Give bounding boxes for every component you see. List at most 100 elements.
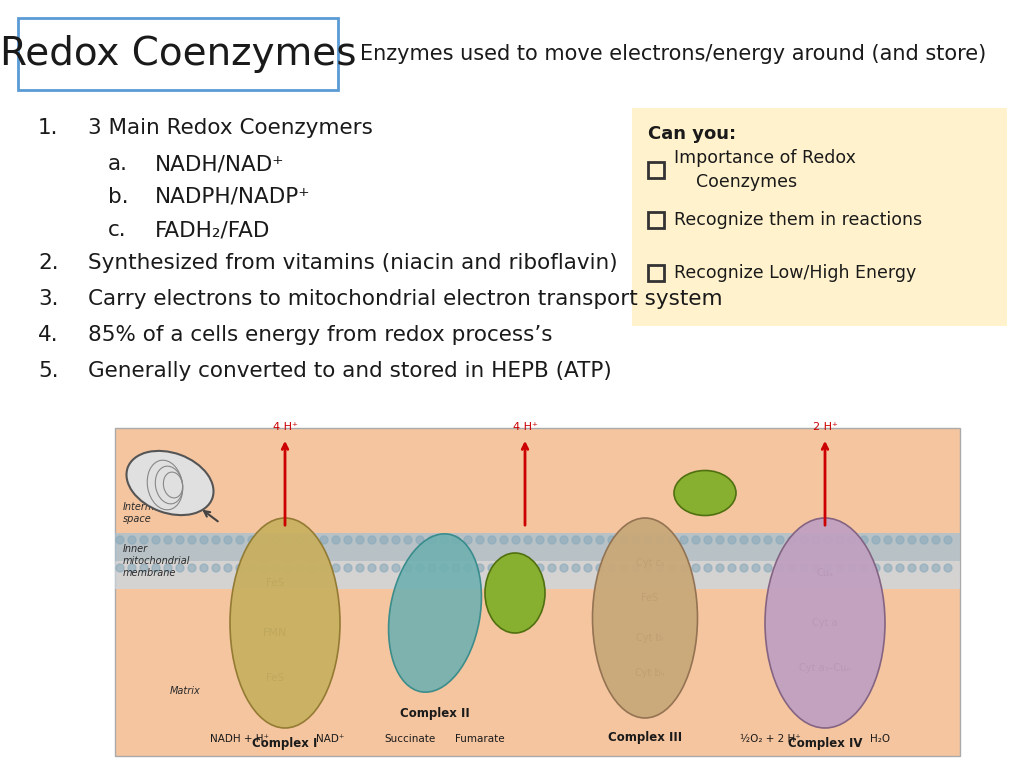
Text: NADPH/NADP⁺: NADPH/NADP⁺ xyxy=(155,187,310,207)
Circle shape xyxy=(656,564,664,572)
Text: 2 H⁺: 2 H⁺ xyxy=(813,422,838,432)
Circle shape xyxy=(356,536,364,544)
Bar xyxy=(648,265,664,281)
Ellipse shape xyxy=(127,451,214,515)
Circle shape xyxy=(584,564,592,572)
Circle shape xyxy=(680,536,688,544)
Circle shape xyxy=(116,564,124,572)
Text: 4.: 4. xyxy=(38,325,58,345)
Circle shape xyxy=(488,564,496,572)
Circle shape xyxy=(140,536,148,544)
Circle shape xyxy=(884,564,892,572)
Circle shape xyxy=(296,564,304,572)
Circle shape xyxy=(500,564,508,572)
Circle shape xyxy=(319,564,328,572)
Circle shape xyxy=(344,564,352,572)
Ellipse shape xyxy=(230,518,340,728)
Circle shape xyxy=(176,564,184,572)
Circle shape xyxy=(308,564,316,572)
Circle shape xyxy=(836,536,844,544)
Text: Inner
mitochondrial
membrane: Inner mitochondrial membrane xyxy=(123,544,190,578)
Circle shape xyxy=(848,564,856,572)
Circle shape xyxy=(584,536,592,544)
Circle shape xyxy=(188,536,196,544)
Circle shape xyxy=(668,536,676,544)
Circle shape xyxy=(620,536,628,544)
Text: H₂O: H₂O xyxy=(870,734,890,744)
Bar xyxy=(18,18,338,90)
Circle shape xyxy=(380,564,388,572)
Circle shape xyxy=(608,536,616,544)
Text: Cyt bₗ: Cyt bₗ xyxy=(636,633,664,643)
Circle shape xyxy=(296,536,304,544)
Text: Carry electrons to mitochondrial electron transport system: Carry electrons to mitochondrial electro… xyxy=(88,289,723,309)
Circle shape xyxy=(644,564,652,572)
Text: NAD⁺: NAD⁺ xyxy=(315,734,344,744)
Circle shape xyxy=(260,536,268,544)
Circle shape xyxy=(764,564,772,572)
Circle shape xyxy=(344,536,352,544)
Circle shape xyxy=(692,564,700,572)
Text: 1.: 1. xyxy=(38,118,58,138)
Circle shape xyxy=(332,536,340,544)
Circle shape xyxy=(944,536,952,544)
Bar xyxy=(115,428,961,756)
Circle shape xyxy=(428,536,436,544)
Circle shape xyxy=(705,536,712,544)
Circle shape xyxy=(284,536,292,544)
Text: 4 H⁺: 4 H⁺ xyxy=(513,422,538,432)
Ellipse shape xyxy=(674,471,736,515)
Text: Cyt a₃–Cuₙ: Cyt a₃–Cuₙ xyxy=(800,663,851,673)
Text: Complex II: Complex II xyxy=(400,707,470,720)
Circle shape xyxy=(260,564,268,572)
Text: Recognize them in reactions: Recognize them in reactions xyxy=(674,211,923,229)
Circle shape xyxy=(176,536,184,544)
Circle shape xyxy=(920,536,928,544)
Text: Fumarate: Fumarate xyxy=(456,734,505,744)
Circle shape xyxy=(404,536,412,544)
Circle shape xyxy=(572,564,580,572)
Text: Intermembrane
space: Intermembrane space xyxy=(123,502,200,525)
Circle shape xyxy=(716,536,724,544)
Text: 5.: 5. xyxy=(38,361,58,381)
Circle shape xyxy=(212,536,220,544)
Circle shape xyxy=(548,564,556,572)
Circle shape xyxy=(392,564,400,572)
Circle shape xyxy=(164,564,172,572)
Text: Synthesized from vitamins (niacin and riboflavin): Synthesized from vitamins (niacin and ri… xyxy=(88,253,617,273)
Circle shape xyxy=(812,564,820,572)
Circle shape xyxy=(728,564,736,572)
Text: Matrix: Matrix xyxy=(170,686,201,696)
Circle shape xyxy=(188,564,196,572)
Circle shape xyxy=(224,564,232,572)
Circle shape xyxy=(416,564,424,572)
Circle shape xyxy=(440,564,449,572)
Text: 2.: 2. xyxy=(38,253,58,273)
Circle shape xyxy=(272,536,280,544)
Circle shape xyxy=(860,564,868,572)
Circle shape xyxy=(908,564,916,572)
Text: 4 H⁺: 4 H⁺ xyxy=(272,422,297,432)
Circle shape xyxy=(452,536,460,544)
Circle shape xyxy=(560,564,568,572)
Circle shape xyxy=(680,564,688,572)
Circle shape xyxy=(776,564,784,572)
Text: Generally converted to and stored in HEPB (ATP): Generally converted to and stored in HEP… xyxy=(88,361,611,381)
Circle shape xyxy=(705,564,712,572)
Circle shape xyxy=(356,564,364,572)
Circle shape xyxy=(800,536,808,544)
Circle shape xyxy=(236,536,244,544)
Circle shape xyxy=(692,536,700,544)
Circle shape xyxy=(464,564,472,572)
Text: Can you:: Can you: xyxy=(648,125,736,143)
Circle shape xyxy=(896,564,904,572)
Text: FeS: FeS xyxy=(641,593,658,603)
Text: Enzymes used to move electrons/energy around (and store): Enzymes used to move electrons/energy ar… xyxy=(360,44,986,64)
Text: NADH + H⁺: NADH + H⁺ xyxy=(211,734,269,744)
Text: Complex III: Complex III xyxy=(608,731,682,744)
Circle shape xyxy=(908,536,916,544)
Circle shape xyxy=(824,536,831,544)
Bar xyxy=(115,561,961,589)
Circle shape xyxy=(632,536,640,544)
Ellipse shape xyxy=(765,518,885,728)
